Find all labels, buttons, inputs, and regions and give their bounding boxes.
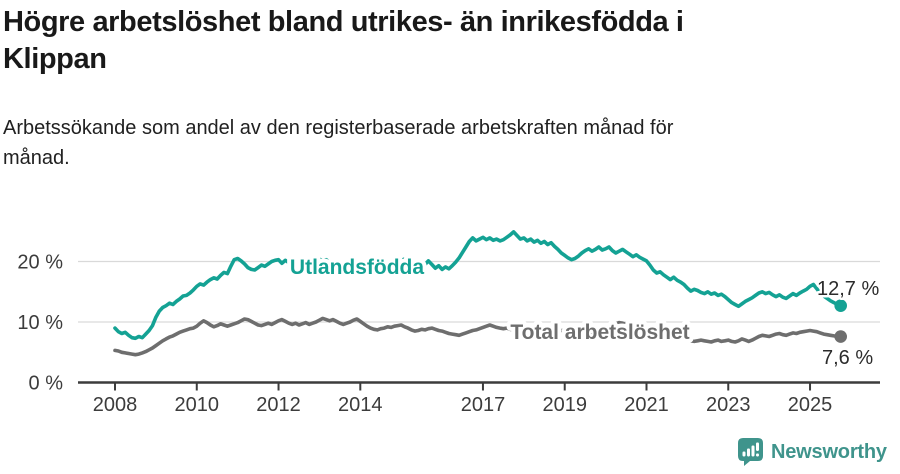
chart-subtitle-line-2: månad. xyxy=(3,147,70,169)
series-end-value-1: 7,6 % xyxy=(822,347,873,369)
x-tick-label-2008: 2008 xyxy=(93,394,138,416)
x-tick-label-2019: 2019 xyxy=(542,394,587,416)
series-label-1: Total arbetslöshet xyxy=(510,321,689,344)
x-tick-label-2017: 2017 xyxy=(461,394,506,416)
chart-subtitle: Arbetssökande som andel av den registerb… xyxy=(3,113,833,173)
y-tick-label-20: 20 % xyxy=(17,252,63,274)
chart-subtitle-line-1: Arbetssökande som andel av den registerb… xyxy=(3,117,674,139)
x-tick-label-2021: 2021 xyxy=(624,394,669,416)
series-line-0 xyxy=(113,230,843,341)
y-tick-label-0: 0 % xyxy=(29,373,64,395)
x-tick-label-2014: 2014 xyxy=(338,394,383,416)
newsworthy-attribution: Newsworthy xyxy=(737,437,887,467)
chart-title-line-1: Högre arbetslöshet bland utrikes- än inr… xyxy=(3,6,684,38)
newsworthy-brand-text: Newsworthy xyxy=(771,440,887,463)
y-tick-label-10: 10 % xyxy=(17,312,63,334)
series-end-dot-0 xyxy=(834,299,847,312)
series-end-value-0: 12,7 % xyxy=(817,278,879,300)
series-line-1 xyxy=(113,316,843,357)
series-label-0: Utlandsfödda xyxy=(290,256,424,279)
x-tick-label-2012: 2012 xyxy=(256,394,301,416)
newsworthy-logo-icon xyxy=(738,438,763,466)
x-tick-label-2023: 2023 xyxy=(706,394,751,416)
chart-title-line-2: Klippan xyxy=(3,43,107,75)
x-tick-label-2010: 2010 xyxy=(175,394,220,416)
chart-title: Högre arbetslöshet bland utrikes- än inr… xyxy=(3,4,823,78)
x-tick-label-2025: 2025 xyxy=(788,394,833,416)
series-end-dot-1 xyxy=(834,330,847,343)
